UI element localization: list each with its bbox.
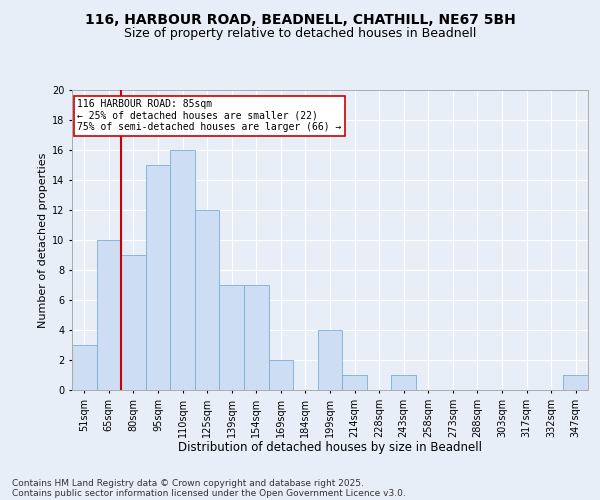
Bar [195, 210, 220, 390]
X-axis label: Distribution of detached houses by size in Beadnell: Distribution of detached houses by size … [178, 441, 482, 454]
Text: 116 HARBOUR ROAD: 85sqm
← 25% of detached houses are smaller (22)
75% of semi-de: 116 HARBOUR ROAD: 85sqm ← 25% of detache… [77, 99, 341, 132]
Y-axis label: Number of detached properties: Number of detached properties [38, 152, 48, 328]
Bar [146, 165, 170, 390]
Bar [72, 345, 97, 390]
Bar [391, 375, 416, 390]
Bar [244, 285, 269, 390]
Text: Contains public sector information licensed under the Open Government Licence v3: Contains public sector information licen… [12, 488, 406, 498]
Bar [220, 285, 244, 390]
Bar [97, 240, 121, 390]
Bar [170, 150, 195, 390]
Text: Contains HM Land Registry data © Crown copyright and database right 2025.: Contains HM Land Registry data © Crown c… [12, 478, 364, 488]
Bar [342, 375, 367, 390]
Bar [318, 330, 342, 390]
Bar [563, 375, 588, 390]
Bar [269, 360, 293, 390]
Text: Size of property relative to detached houses in Beadnell: Size of property relative to detached ho… [124, 28, 476, 40]
Bar [121, 255, 146, 390]
Text: 116, HARBOUR ROAD, BEADNELL, CHATHILL, NE67 5BH: 116, HARBOUR ROAD, BEADNELL, CHATHILL, N… [85, 12, 515, 26]
